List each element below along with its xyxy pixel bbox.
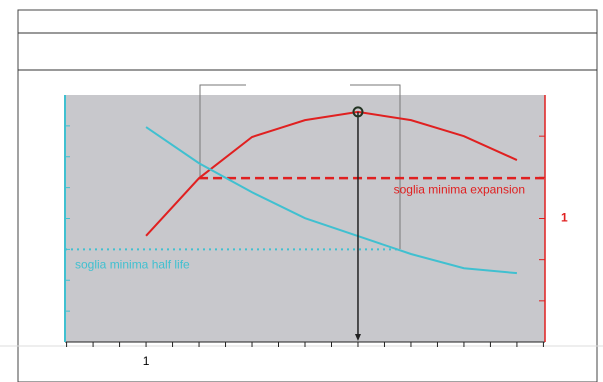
highlight-marker	[352, 106, 364, 118]
bracket	[350, 84, 401, 249]
series-line	[145, 126, 518, 275]
bracket	[199, 84, 246, 178]
highlight-arrow	[354, 334, 361, 341]
threshold-label: soglia minima half life	[75, 258, 190, 272]
y2-tick-label: 1	[561, 211, 568, 225]
threshold-label: soglia minima expansion	[394, 182, 525, 196]
x-tick-label: 1	[143, 354, 150, 368]
brackets	[199, 84, 401, 249]
frame	[17, 9, 598, 382]
series-line	[145, 110, 518, 237]
